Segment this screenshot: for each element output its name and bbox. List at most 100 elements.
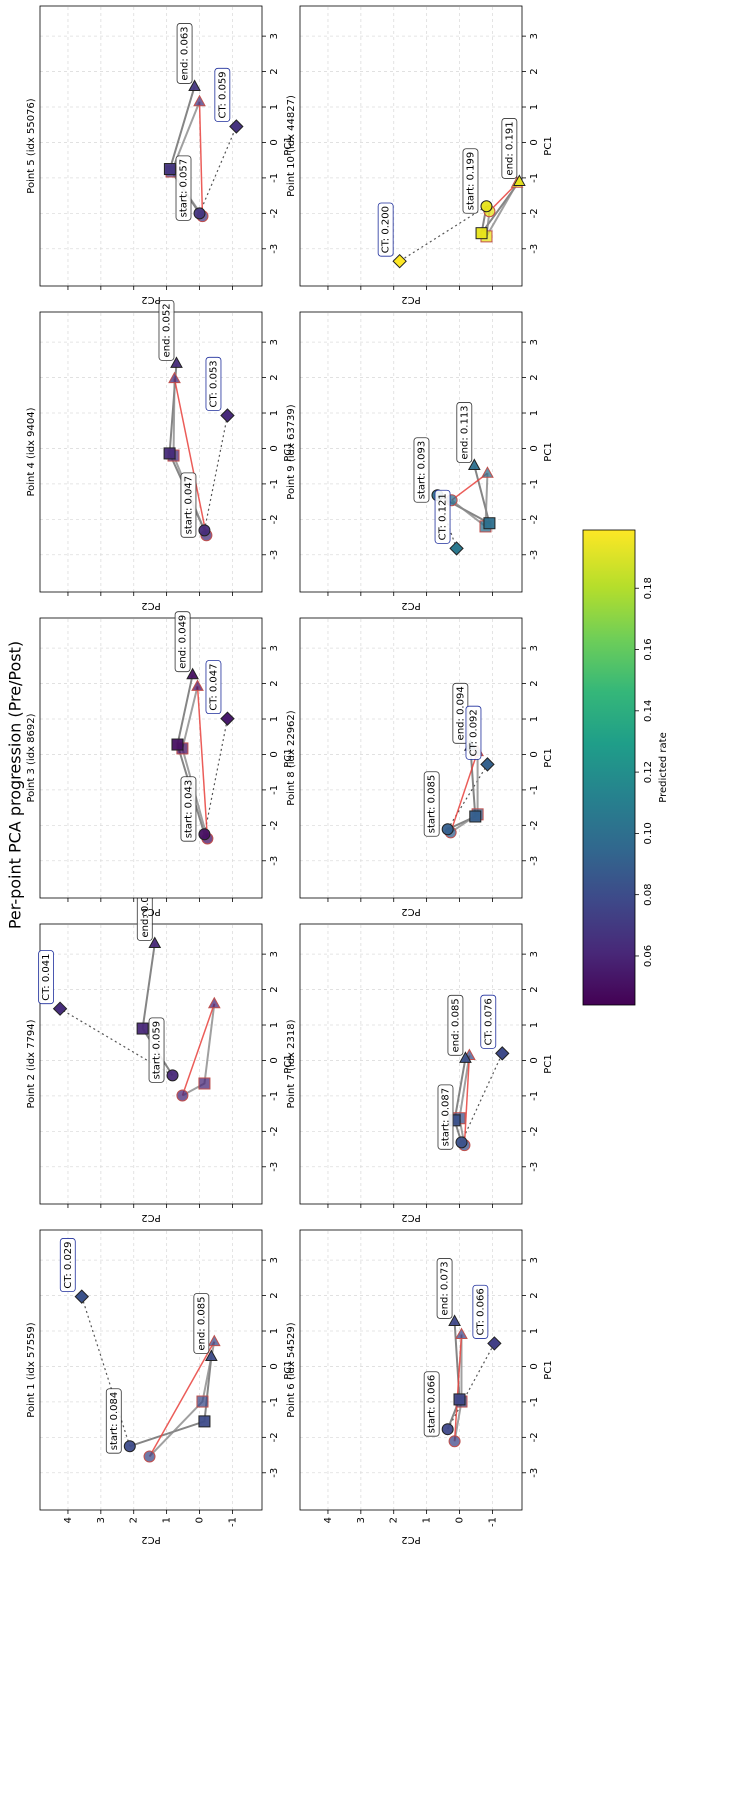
panel-title: Point 8 (idx 22962) xyxy=(286,710,297,805)
x-tick-label: 3 xyxy=(529,951,540,957)
colorbar-tick-label: 0.14 xyxy=(643,700,654,722)
colorbar-tick-label: 0.12 xyxy=(643,761,654,783)
x-tick-label: -3 xyxy=(269,856,280,866)
ct-link xyxy=(460,1053,503,1143)
colorbar xyxy=(582,529,636,1006)
axes-border xyxy=(299,923,523,1205)
annotation-box xyxy=(158,299,175,361)
axes-border xyxy=(299,5,523,287)
end-marker xyxy=(193,94,206,107)
annotation-box xyxy=(205,356,222,411)
x-tick-label: 0 xyxy=(269,445,280,451)
post-delta xyxy=(196,686,209,839)
annotation: CT: 0.059 xyxy=(217,71,228,118)
y-tick-label: 2 xyxy=(129,1517,140,1523)
annotation-box xyxy=(447,994,464,1056)
annotation: start: 0.057 xyxy=(179,159,190,217)
x-tick-label: 0 xyxy=(529,1057,540,1063)
x-tick-label: 3 xyxy=(269,339,280,345)
annotation: end: 0.085 xyxy=(450,998,461,1052)
x-tick-label: 3 xyxy=(529,1257,540,1263)
ct-marker xyxy=(220,408,235,423)
annotation: start: 0.084 xyxy=(109,1392,120,1450)
y-tick-label: 4 xyxy=(63,1517,74,1523)
x-axis-label: PC1 xyxy=(543,1360,554,1379)
ct-marker xyxy=(480,757,495,772)
x-tick-label: -1 xyxy=(529,785,540,795)
ct-marker xyxy=(52,1001,68,1016)
x-tick-label: -3 xyxy=(269,1468,280,1478)
x-tick-label: -1 xyxy=(529,1091,540,1101)
x-axis-label: PC1 xyxy=(543,748,554,767)
axes-frame xyxy=(300,618,522,898)
end-marker xyxy=(207,1334,221,1347)
end-marker xyxy=(186,667,199,680)
colorbar-tick-label: 0.06 xyxy=(643,945,654,967)
axes-border xyxy=(39,1229,263,1511)
mid-marker xyxy=(483,517,496,530)
annotation-box xyxy=(105,1388,122,1454)
mid-marker xyxy=(171,738,184,751)
panel-title: Point 9 (idx 63739) xyxy=(286,404,297,499)
annotation-box xyxy=(176,23,193,84)
annotation-box xyxy=(434,489,451,544)
post-delta xyxy=(449,751,479,833)
x-tick-label: -3 xyxy=(269,1162,280,1172)
x-tick-label: -2 xyxy=(529,514,540,524)
x-tick-label: -1 xyxy=(529,479,540,489)
y-tick-label: 0 xyxy=(195,1517,206,1523)
x-tick-label: 2 xyxy=(529,374,540,380)
start-marker xyxy=(480,200,493,213)
ct-link xyxy=(399,205,487,262)
axes-frame xyxy=(40,6,262,286)
y-axis-label: PC2 xyxy=(141,294,160,305)
ct-marker xyxy=(487,1336,502,1351)
x-tick-label: -1 xyxy=(269,1397,280,1407)
post-delta xyxy=(453,1334,463,1442)
x-tick-label: 2 xyxy=(529,1292,540,1298)
x-tick-label: 0 xyxy=(269,751,280,757)
annotation: start: 0.066 xyxy=(427,1375,438,1433)
start-marker xyxy=(198,828,211,841)
annotation: end: 0.052 xyxy=(161,303,172,357)
axes-frame xyxy=(40,618,262,898)
x-tick-label: 1 xyxy=(269,410,280,416)
annotation-box xyxy=(456,402,473,463)
panel-title: Point 1 (idx 57559) xyxy=(26,1322,37,1417)
x-axis-label: PC1 xyxy=(283,136,294,155)
x-tick-label: -1 xyxy=(529,1397,540,1407)
x-tick-label: 2 xyxy=(269,986,280,992)
x-tick-label: 1 xyxy=(269,1328,280,1334)
annotation: end: 0.085 xyxy=(196,1297,207,1351)
x-tick-label: -1 xyxy=(269,479,280,489)
panel-title: Point 10 (idx 44827) xyxy=(286,95,297,197)
rotated-figure: Per-point PCA progression (Pre/Post) -3 -… xyxy=(6,5,669,1545)
axes-frame xyxy=(300,1230,522,1510)
end-marker xyxy=(205,1349,218,1362)
x-tick-label: -3 xyxy=(529,1162,540,1172)
annotation: start: 0.093 xyxy=(416,441,427,499)
x-tick-label: 0 xyxy=(269,1363,280,1369)
x-tick-label: -2 xyxy=(269,1126,280,1136)
axes-border xyxy=(299,1229,523,1511)
y-tick-label: -1 xyxy=(227,1517,238,1527)
annotation-box xyxy=(465,705,482,760)
y-axis-label: PC2 xyxy=(141,906,160,917)
annotation: end: 0.113 xyxy=(459,405,470,459)
annotation: end: 0.191 xyxy=(504,121,515,175)
end-marker xyxy=(467,458,481,470)
annotation-box xyxy=(436,1258,453,1319)
panel-title: Point 5 (idx 55076) xyxy=(26,98,37,193)
annotation: end: 0.073 xyxy=(440,1261,451,1315)
colorbar-tick-label: 0.18 xyxy=(643,577,654,599)
mid-marker xyxy=(198,1415,211,1428)
y-tick-label: 4 xyxy=(323,1517,334,1523)
end-marker xyxy=(459,1051,472,1063)
x-tick-label: -3 xyxy=(529,856,540,866)
annotation: start: 0.087 xyxy=(440,1088,451,1146)
x-tick-label: 1 xyxy=(269,104,280,110)
y-axis-label: PC2 xyxy=(401,906,420,917)
annotation-box xyxy=(180,472,197,538)
y-axis-label: PC2 xyxy=(401,1212,420,1223)
